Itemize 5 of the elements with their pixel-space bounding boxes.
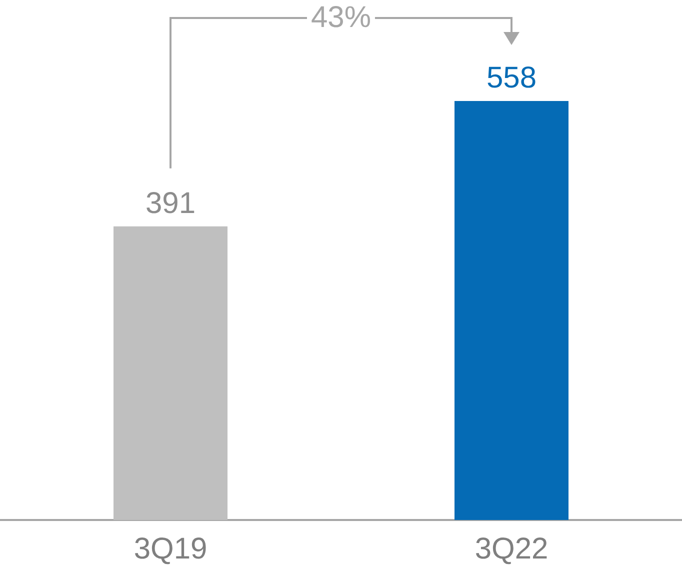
x-tick-label: 3Q19 <box>134 532 208 566</box>
x-tick-label: 3Q22 <box>474 532 548 566</box>
text: 43% <box>306 1 376 35</box>
data-label: 391 <box>145 186 196 220</box>
data-label: 558 <box>486 62 537 94</box>
